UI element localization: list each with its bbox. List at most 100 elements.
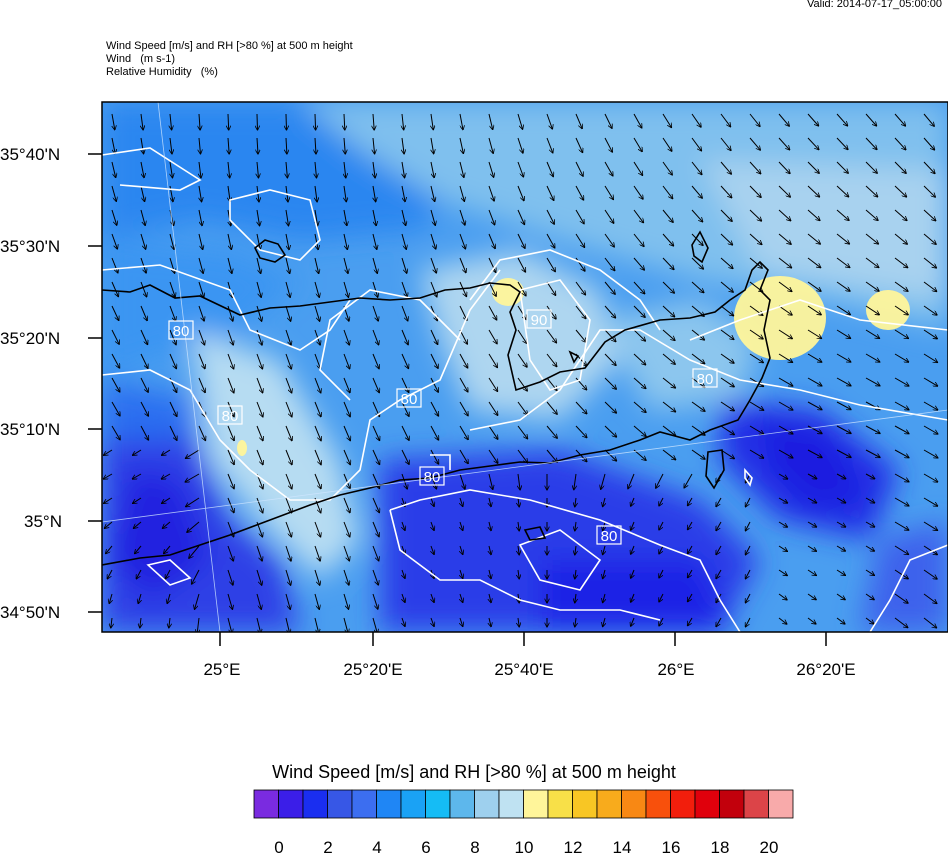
colorbar-swatch — [645, 789, 671, 819]
wind-arrow — [603, 593, 605, 603]
wind-arrow — [401, 425, 409, 440]
wind-arrow — [401, 449, 409, 464]
wind-arrow — [111, 233, 117, 249]
wind-arrow — [807, 185, 820, 197]
wind-arrow — [517, 161, 524, 177]
wind-arrow — [488, 473, 493, 490]
wind-arrow — [575, 233, 585, 248]
wind-arrow — [104, 521, 113, 528]
colorbar — [253, 789, 794, 819]
wind-arrow — [488, 233, 495, 249]
wind-arrow — [778, 257, 792, 268]
wind-arrow — [402, 137, 404, 154]
wind-arrow — [720, 257, 733, 269]
wind-arrow — [111, 137, 115, 154]
wind-arrow — [256, 377, 263, 393]
wind-arrow — [314, 425, 321, 441]
wind-arrow — [720, 329, 734, 340]
wind-arrow — [633, 185, 643, 199]
wind-arrow — [187, 521, 200, 532]
wind-arrow — [517, 113, 523, 129]
wind-arrow — [720, 113, 731, 127]
wind-arrow — [430, 209, 435, 225]
wind-arrow — [256, 617, 261, 632]
wind-arrow — [343, 353, 350, 369]
wind-arrow — [372, 449, 380, 465]
wind-arrow — [923, 113, 934, 126]
colorbar-swatch — [768, 789, 794, 819]
wind-arrow — [488, 185, 494, 201]
contour-labels: 80 80 80 80 80 90 80 — [168, 309, 718, 545]
wind-arrow — [256, 545, 262, 561]
wind-arrow — [716, 545, 722, 555]
wind-arrow — [198, 257, 203, 273]
wind-arrow — [575, 161, 583, 176]
wind-arrow — [199, 113, 200, 130]
wind-arrow — [894, 593, 908, 603]
wind-arrow — [691, 449, 705, 459]
wind-arrow — [489, 497, 491, 507]
wind-arrow — [778, 521, 788, 527]
wind-arrow — [460, 545, 463, 555]
wind-arrow — [169, 305, 176, 321]
wind-arrow — [401, 305, 408, 321]
wind-arrow — [227, 305, 233, 321]
wind-arrow — [161, 473, 171, 479]
colorbar-tick-label: 12 — [564, 838, 583, 854]
wind-arrow — [865, 209, 878, 221]
wind-arrow — [720, 233, 733, 245]
wind-arrow — [923, 497, 938, 506]
wind-arrow — [372, 593, 378, 609]
wind-arrow — [546, 449, 557, 462]
colorbar-tick-label: 0 — [274, 838, 283, 854]
wind-arrow — [343, 281, 349, 297]
wind-arrow — [199, 161, 201, 178]
wind-arrow — [923, 617, 937, 628]
wind-arrow — [314, 281, 319, 297]
wind-arrow — [836, 401, 851, 410]
colorbar-swatch — [278, 789, 304, 819]
wind-arrow — [162, 521, 171, 528]
wind-arrow — [488, 401, 498, 415]
wind-arrow — [402, 113, 404, 130]
wind-arrow — [604, 305, 616, 318]
wind-arrow — [894, 161, 906, 173]
wind-arrow — [575, 113, 582, 129]
wind-arrow — [662, 185, 673, 199]
wind-arrow — [836, 497, 846, 503]
wind-arrow — [633, 281, 645, 294]
wind-arrow — [257, 137, 258, 154]
wind-arrow — [314, 569, 320, 585]
wind-arrow — [836, 329, 851, 338]
wind-arrow — [460, 617, 463, 627]
wind-arrow — [401, 377, 409, 393]
wind-arrow — [285, 545, 291, 561]
wind-arrow — [372, 377, 379, 393]
wind-arrow — [460, 521, 463, 531]
lat-label: 35°10'N — [0, 420, 60, 439]
colorbar-tick-label: 20 — [760, 838, 779, 854]
lat-label: 35°N — [24, 512, 62, 531]
contour-label: 80 — [601, 528, 618, 545]
wind-arrow — [865, 329, 880, 338]
wind-arrow — [372, 209, 376, 226]
wind-arrow — [256, 233, 260, 250]
wind-arrow — [488, 353, 497, 368]
wind-arrow — [604, 377, 616, 389]
wind-arrow — [402, 617, 405, 627]
wind-arrow — [865, 113, 877, 126]
wind-arrow — [488, 329, 497, 344]
wind-arrow — [631, 617, 634, 626]
wind-arrow — [684, 473, 693, 488]
wind-arrow — [133, 521, 142, 528]
wind-arrow — [604, 281, 615, 294]
wind-arrow — [107, 569, 113, 579]
wind-arrow — [488, 209, 495, 225]
wind-arrow — [372, 257, 377, 273]
wind-arrow — [343, 257, 348, 274]
wind-arrow — [691, 257, 704, 269]
wind-arrow — [778, 473, 788, 479]
wind-arrow — [460, 569, 463, 579]
wind-arrow — [169, 617, 170, 628]
wind-arrow — [807, 137, 819, 150]
